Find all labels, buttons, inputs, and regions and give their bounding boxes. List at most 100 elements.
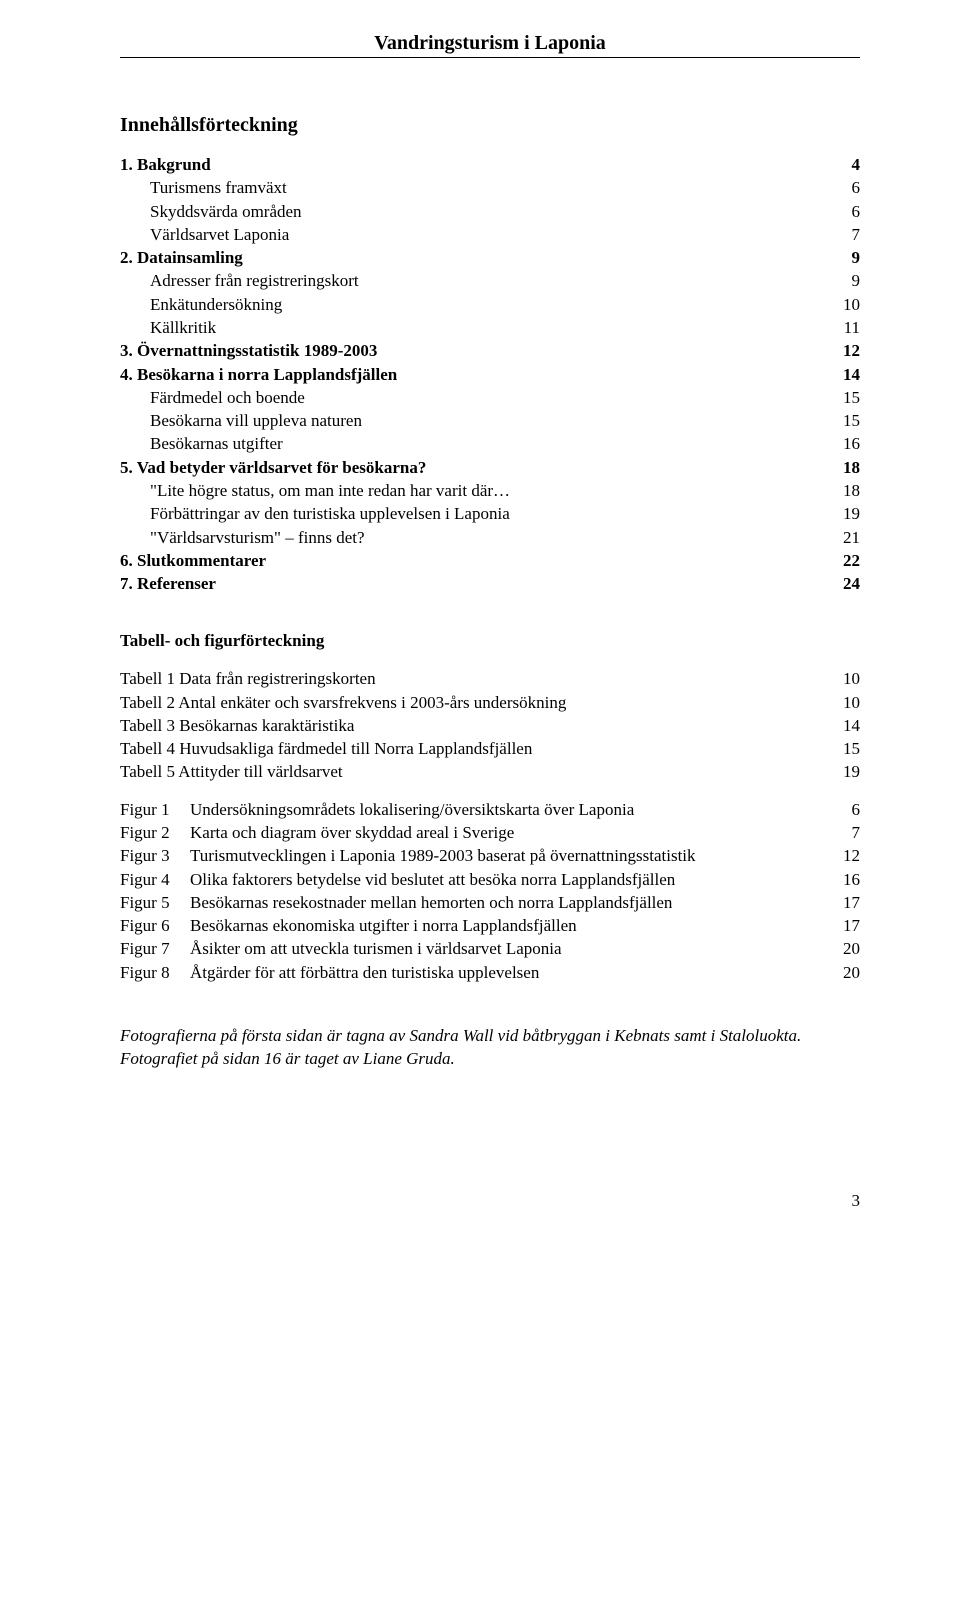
figure-entry-label: Undersökningsområdets lokalisering/övers… (190, 798, 832, 821)
toc-entry-label: Adresser från registreringskort (120, 269, 832, 292)
toc-entry: Besökarnas utgifter16 (120, 432, 860, 455)
table-entry: Tabell 1 Data från registreringskorten10 (120, 667, 860, 690)
figure-entry-key: Figur 3 (120, 844, 190, 867)
page-container: Vandringsturism i Laponia Innehållsförte… (0, 0, 960, 1261)
toc-entry-page: 18 (832, 479, 860, 502)
figure-entry-page: 7 (832, 821, 860, 844)
footnote-text: Fotografierna på första sidan är tagna a… (120, 1024, 860, 1071)
toc-entry-page: 12 (832, 339, 860, 362)
figure-entry-label: Åtgärder för att förbättra den turistisk… (190, 961, 832, 984)
toc-entry-page: 24 (832, 572, 860, 595)
figure-entry-key: Figur 7 (120, 937, 190, 960)
toc-entry: Färdmedel och boende15 (120, 386, 860, 409)
toc-entry: 1. Bakgrund4 (120, 153, 860, 176)
toc-entry-label: 1. Bakgrund (120, 153, 832, 176)
toc-entry-label: Färdmedel och boende (120, 386, 832, 409)
toc-entry-label: Besökarna vill uppleva naturen (120, 409, 832, 432)
toc-entry-page: 7 (832, 223, 860, 246)
toc-entry: 2. Datainsamling9 (120, 246, 860, 269)
toc-entry-page: 9 (832, 246, 860, 269)
table-entry-page: 10 (832, 667, 860, 690)
table-entry: Tabell 5 Attityder till världsarvet19 (120, 760, 860, 783)
table-entry-page: 14 (832, 714, 860, 737)
figure-entry: Figur 5Besökarnas resekostnader mellan h… (120, 891, 860, 914)
figure-entry-page: 20 (832, 961, 860, 984)
toc-entry: Källkritik11 (120, 316, 860, 339)
table-entry-label: Tabell 2 Antal enkäter och svarsfrekvens… (120, 691, 832, 714)
figure-list: Figur 1Undersökningsområdets lokaliserin… (120, 798, 860, 984)
figure-entry: Figur 6Besökarnas ekonomiska utgifter i … (120, 914, 860, 937)
toc-list: 1. Bakgrund4Turismens framväxt6Skyddsvär… (120, 153, 860, 595)
table-entry-page: 15 (832, 737, 860, 760)
toc-entry-label: Skyddsvärda områden (120, 200, 832, 223)
figure-entry-label: Besökarnas resekostnader mellan hemorten… (190, 891, 832, 914)
toc-entry-page: 19 (832, 502, 860, 525)
toc-entry-label: "Lite högre status, om man inte redan ha… (120, 479, 832, 502)
toc-entry-label: 7. Referenser (120, 572, 832, 595)
toc-entry-label: Enkätundersökning (120, 293, 832, 316)
toc-entry: Enkätundersökning10 (120, 293, 860, 316)
toc-entry-page: 15 (832, 386, 860, 409)
table-entry-label: Tabell 4 Huvudsakliga färdmedel till Nor… (120, 737, 832, 760)
table-entry: Tabell 4 Huvudsakliga färdmedel till Nor… (120, 737, 860, 760)
toc-entry: Adresser från registreringskort9 (120, 269, 860, 292)
toc-entry-page: 9 (832, 269, 860, 292)
figure-entry-page: 6 (832, 798, 860, 821)
figure-entry-page: 20 (832, 937, 860, 960)
toc-entry: Besökarna vill uppleva naturen15 (120, 409, 860, 432)
toc-entry-page: 18 (832, 456, 860, 479)
page-number: 3 (120, 1191, 860, 1211)
figure-entry-label: Karta och diagram över skyddad areal i S… (190, 821, 832, 844)
toc-entry-label: 5. Vad betyder världsarvet för besökarna… (120, 456, 832, 479)
toc-entry: 5. Vad betyder världsarvet för besökarna… (120, 456, 860, 479)
toc-entry-label: 2. Datainsamling (120, 246, 832, 269)
toc-entry: 4. Besökarna i norra Lapplandsfjällen14 (120, 363, 860, 386)
toc-entry-page: 10 (832, 293, 860, 316)
toc-entry-page: 16 (832, 432, 860, 455)
toc-entry-page: 14 (832, 363, 860, 386)
toc-entry: 7. Referenser24 (120, 572, 860, 595)
toc-entry-label: Besökarnas utgifter (120, 432, 832, 455)
table-entry-page: 10 (832, 691, 860, 714)
toc-entry: 3. Övernattningsstatistik 1989-200312 (120, 339, 860, 362)
figure-entry-key: Figur 8 (120, 961, 190, 984)
figure-entry-key: Figur 5 (120, 891, 190, 914)
figure-entry-page: 17 (832, 891, 860, 914)
toc-entry-page: 21 (832, 526, 860, 549)
toc-entry: "Lite högre status, om man inte redan ha… (120, 479, 860, 502)
figure-entry: Figur 1Undersökningsområdets lokaliserin… (120, 798, 860, 821)
figure-entry-page: 17 (832, 914, 860, 937)
figure-entry: Figur 2Karta och diagram över skyddad ar… (120, 821, 860, 844)
table-entry-page: 19 (832, 760, 860, 783)
table-entry-label: Tabell 1 Data från registreringskorten (120, 667, 832, 690)
toc-entry-label: Källkritik (120, 316, 832, 339)
table-entry: Tabell 3 Besökarnas karaktäristika14 (120, 714, 860, 737)
figure-entry-page: 12 (832, 844, 860, 867)
figure-entry-label: Besökarnas ekonomiska utgifter i norra L… (190, 914, 832, 937)
figure-entry: Figur 3Turismutvecklingen i Laponia 1989… (120, 844, 860, 867)
figure-entry: Figur 7Åsikter om att utveckla turismen … (120, 937, 860, 960)
toc-entry: "Världsarvsturism" – finns det?21 (120, 526, 860, 549)
toc-entry: 6. Slutkommentarer22 (120, 549, 860, 572)
figure-entry-key: Figur 2 (120, 821, 190, 844)
toc-entry-page: 4 (832, 153, 860, 176)
figure-entry-key: Figur 1 (120, 798, 190, 821)
toc-entry-label: 3. Övernattningsstatistik 1989-2003 (120, 339, 832, 362)
toc-entry: Skyddsvärda områden6 (120, 200, 860, 223)
toc-entry-page: 15 (832, 409, 860, 432)
table-list: Tabell 1 Data från registreringskorten10… (120, 667, 860, 783)
toc-heading: Innehållsförteckning (120, 114, 860, 137)
table-figure-heading: Tabell- och figurförteckning (120, 631, 860, 651)
toc-entry-label: 6. Slutkommentarer (120, 549, 832, 572)
figure-entry-label: Turismutvecklingen i Laponia 1989-2003 b… (190, 844, 832, 867)
toc-entry-label: Förbättringar av den turistiska upplevel… (120, 502, 832, 525)
toc-entry-label: 4. Besökarna i norra Lapplandsfjällen (120, 363, 832, 386)
toc-entry-page: 22 (832, 549, 860, 572)
toc-entry-label: Världsarvet Laponia (120, 223, 832, 246)
figure-entry-label: Olika faktorers betydelse vid beslutet a… (190, 868, 832, 891)
toc-entry-page: 6 (832, 176, 860, 199)
figure-entry: Figur 8Åtgärder för att förbättra den tu… (120, 961, 860, 984)
figure-entry-label: Åsikter om att utveckla turismen i värld… (190, 937, 832, 960)
table-entry: Tabell 2 Antal enkäter och svarsfrekvens… (120, 691, 860, 714)
toc-entry-page: 6 (832, 200, 860, 223)
